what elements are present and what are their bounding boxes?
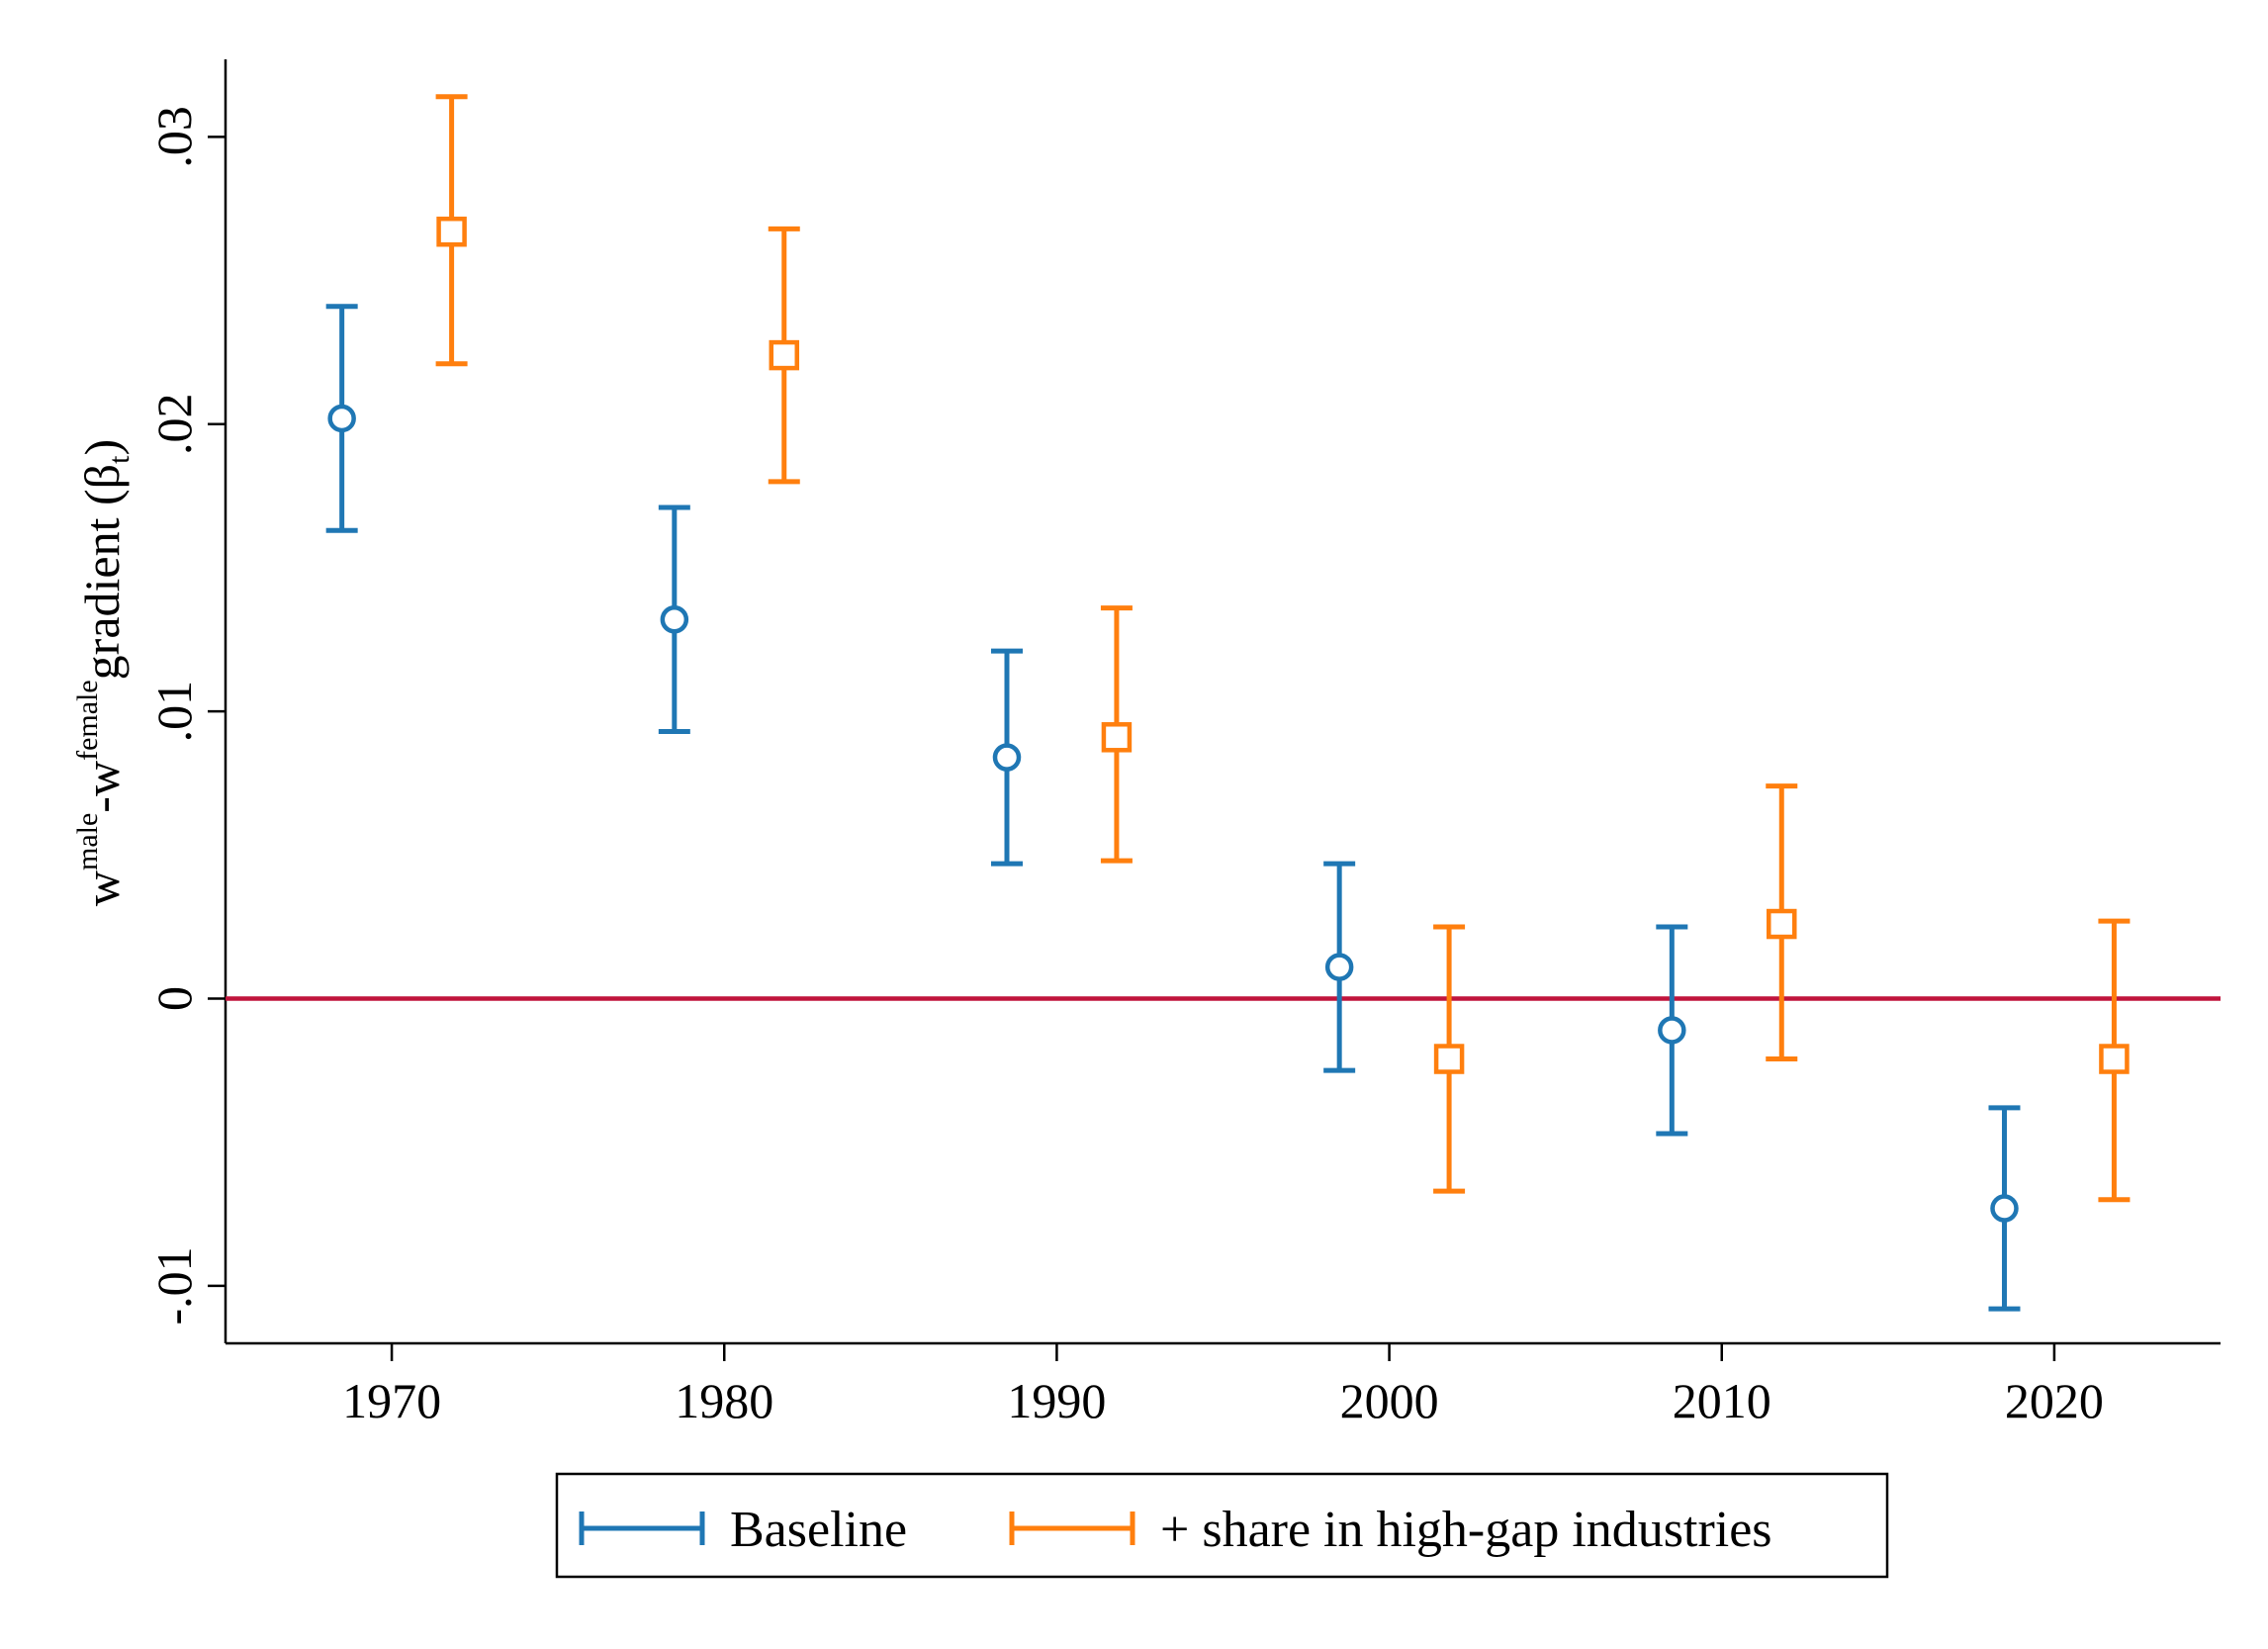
x-tick-label-2010: 2010 [1673,1373,1771,1428]
legend: Baseline + share in high-gap industries [555,1472,1889,1579]
x-tick-label-2000: 2000 [1340,1373,1439,1428]
legend-key-baseline [579,1512,705,1545]
legend-label-baseline: Baseline [730,1502,907,1558]
marker-circle-3 [1324,953,1354,981]
ylabel-base: w [74,870,130,906]
point-square-2 [1100,605,1133,864]
series-controls [435,94,2131,1203]
point-square-4 [1766,783,1798,1062]
point-circle-3 [1323,861,1356,1073]
marker-square-5 [2099,1044,2130,1074]
series-baseline [325,304,2021,1312]
marker-circle-0 [327,404,356,433]
marker-circle-5 [1990,1194,2019,1223]
y-axis-label-group: wmale-wfemalegradient (βt) [71,439,136,906]
ylabel-sup-female: female [71,680,104,761]
x-tick-label-2020: 2020 [2005,1373,2104,1428]
ylabel-sub-t: t [103,455,136,464]
x-tick-label-1970: 1970 [342,1373,441,1428]
y-axis-label: wmale-wfemalegradient (βt) [71,439,136,906]
axes: 1970 1980 1990 2000 2010 2020 -.01 0 .01 .02 .03 [146,59,2221,1428]
marker-square-3 [1433,1044,1465,1074]
point-circle-2 [990,648,1023,867]
x-tick-label-1980: 1980 [675,1373,773,1428]
x-tick-label-1990: 1990 [1007,1373,1106,1428]
marker-square-4 [1767,908,1797,940]
point-square-0 [435,94,468,367]
y-tick-label-.02: .02 [146,394,202,456]
point-circle-0 [325,304,358,533]
y-tick-label-0: 0 [146,986,202,1011]
marker-circle-1 [660,604,689,634]
ylabel-rest: gradient (β [74,464,130,680]
point-square-1 [768,226,800,485]
ylabel-close: ) [74,439,130,456]
y-tick-label-.03: .03 [146,106,202,168]
marker-square-0 [436,216,467,247]
y-tick-label--.01: -.01 [146,1246,202,1325]
marker-square-2 [1101,722,1133,753]
point-square-3 [1433,924,1466,1194]
point-circle-5 [1988,1105,2021,1312]
legend-key-controls [1009,1512,1135,1545]
ylabel-sup-male: male [71,813,104,870]
point-circle-4 [1656,924,1688,1137]
marker-square-1 [769,339,800,371]
marker-circle-4 [1658,1016,1686,1045]
point-square-5 [2098,918,2131,1203]
legend-box [555,1472,1889,1579]
legend-label-controls: + share in high-gap industries [1160,1502,1772,1558]
data-marks [325,94,2131,1312]
y-tick-label-.01: .01 [146,681,202,743]
marker-circle-2 [992,743,1022,772]
ylabel-mid: -w [74,761,130,813]
point-circle-1 [658,504,690,734]
